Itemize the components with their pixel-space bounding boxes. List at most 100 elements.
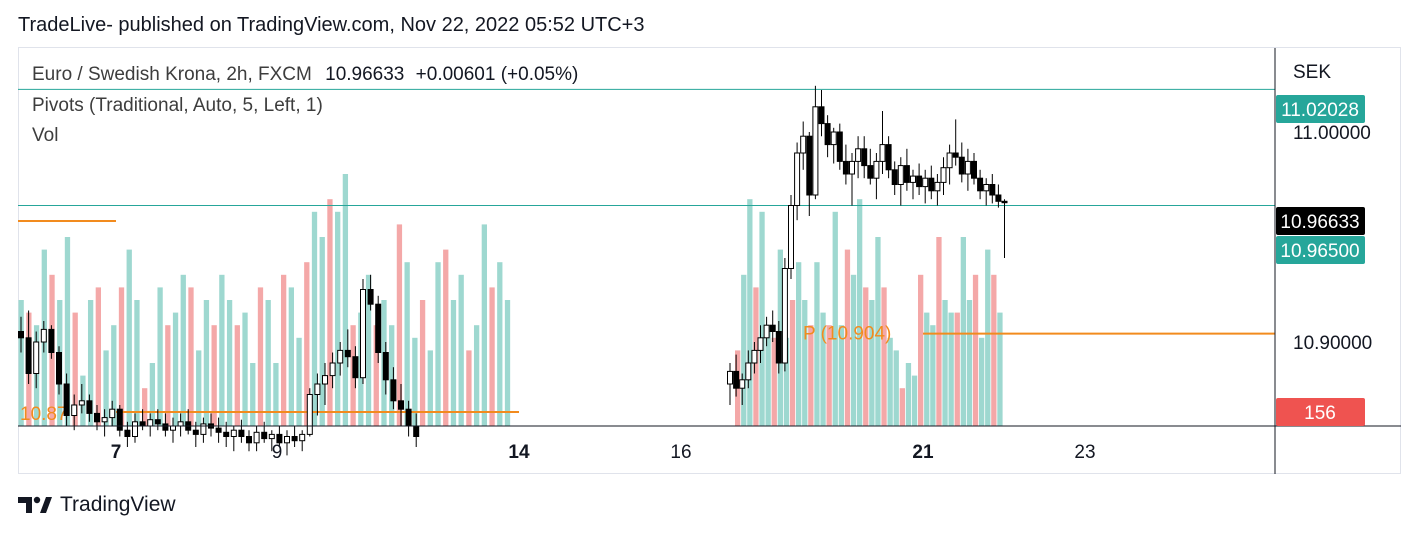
candle-body: [745, 362, 752, 381]
footer: TradingView: [18, 493, 176, 517]
volume-bar: [72, 312, 78, 426]
volume-bar: [966, 300, 973, 426]
volume-bar: [857, 199, 863, 426]
volume-bar: [985, 249, 991, 426]
volume-bar: [765, 325, 771, 426]
volume-bar: [126, 249, 132, 426]
volume-bar: [288, 287, 294, 426]
candle-body: [413, 425, 420, 437]
candle-body: [18, 331, 24, 339]
volume-bar: [443, 249, 449, 426]
candle-body: [337, 349, 344, 364]
candle-body: [958, 156, 965, 175]
candle-body: [873, 160, 880, 179]
volume-bar: [881, 287, 887, 426]
candle-body: [405, 408, 412, 427]
volume-bar: [850, 274, 857, 426]
volume-bar: [134, 300, 140, 426]
volume-bar: [458, 274, 464, 426]
candle-body: [375, 303, 382, 354]
volume-bar: [95, 287, 101, 426]
candle-body: [154, 419, 161, 425]
volume-bar: [863, 287, 869, 426]
volume-bar: [304, 262, 310, 426]
candle-body: [788, 205, 794, 269]
volume-bar: [335, 211, 341, 426]
candle-body: [291, 436, 298, 442]
candle-body: [246, 436, 252, 444]
volume-bar: [771, 337, 777, 426]
volume-bar: [419, 300, 426, 426]
volume-bar: [875, 237, 881, 426]
candle-body: [964, 160, 971, 175]
volume-bar: [226, 300, 233, 426]
price-badge-label: 11.02028: [1281, 100, 1359, 121]
volume-bar: [18, 300, 24, 426]
volume-bar: [265, 300, 271, 426]
published-line: TradeLive- published on TradingView.com,…: [18, 14, 645, 36]
volume-bar: [319, 237, 325, 426]
candle-body: [916, 175, 923, 188]
candle-body: [101, 417, 108, 423]
candle-body: [33, 341, 40, 374]
legend-last-price: 10.96633: [325, 64, 405, 85]
x-tick-label: 23: [1074, 442, 1095, 463]
candle-body: [360, 289, 366, 379]
candle-body: [879, 144, 886, 162]
candle-body: [238, 429, 245, 438]
volume-bar: [404, 262, 410, 426]
x-tick-label: 7: [111, 442, 122, 463]
candle-body: [727, 370, 733, 385]
candle-body: [794, 152, 801, 206]
volume-bar: [497, 262, 503, 426]
volume-bar: [257, 287, 264, 426]
horizontal-lines-layer: [18, 88, 1275, 206]
volume-bar: [365, 274, 372, 426]
candle-body: [775, 331, 782, 364]
volume-bar: [111, 325, 117, 426]
volume-bar: [802, 300, 808, 426]
legend-symbol-row: Euro / Swedish Krona, 2h, FXCM 10.96633 …: [32, 64, 578, 86]
pivot-s-label: 10.87: [20, 404, 68, 425]
price-badge: [1276, 236, 1365, 264]
legend-pivots[interactable]: Pivots (Traditional, Auto, 5, Left, 1): [32, 95, 323, 116]
candle-body: [276, 433, 283, 444]
candle-body: [367, 289, 374, 305]
candle-body: [48, 328, 55, 353]
legend-vol[interactable]: Vol: [32, 125, 59, 146]
candle-body: [757, 337, 764, 351]
volume-bar: [342, 174, 349, 426]
volume-bar: [808, 325, 814, 426]
volume-bar: [242, 312, 248, 426]
volume-bar: [911, 375, 918, 426]
candle-body: [56, 352, 62, 385]
candle-body: [162, 423, 169, 431]
candle-body: [284, 436, 290, 444]
volume-bar: [820, 312, 826, 426]
volume-bar: [389, 325, 395, 426]
candle-body: [800, 135, 807, 154]
x-tick-label: 16: [670, 442, 691, 463]
volume-bar: [327, 199, 333, 426]
candle-body: [897, 165, 904, 186]
pivot-p-label: P (10.904): [803, 324, 891, 345]
volume-bar: [211, 325, 217, 426]
x-tick-label: 21: [912, 442, 934, 463]
candle-body: [836, 131, 843, 162]
volume-bar: [741, 274, 747, 426]
volume-bar: [373, 325, 379, 426]
price-axis-currency: SEK: [1293, 62, 1331, 83]
candle-body: [989, 184, 996, 196]
volume-bar: [930, 325, 936, 426]
candle-body: [885, 144, 892, 171]
candle-body: [769, 324, 776, 333]
chart-frame: [18, 47, 1401, 474]
volume-bar: [396, 224, 403, 426]
candle-body: [891, 169, 898, 186]
candle-body: [806, 135, 813, 196]
candle-body: [903, 165, 910, 183]
volume-bar: [280, 274, 287, 426]
volume-bar: [918, 274, 924, 426]
volume-bar: [311, 211, 318, 426]
